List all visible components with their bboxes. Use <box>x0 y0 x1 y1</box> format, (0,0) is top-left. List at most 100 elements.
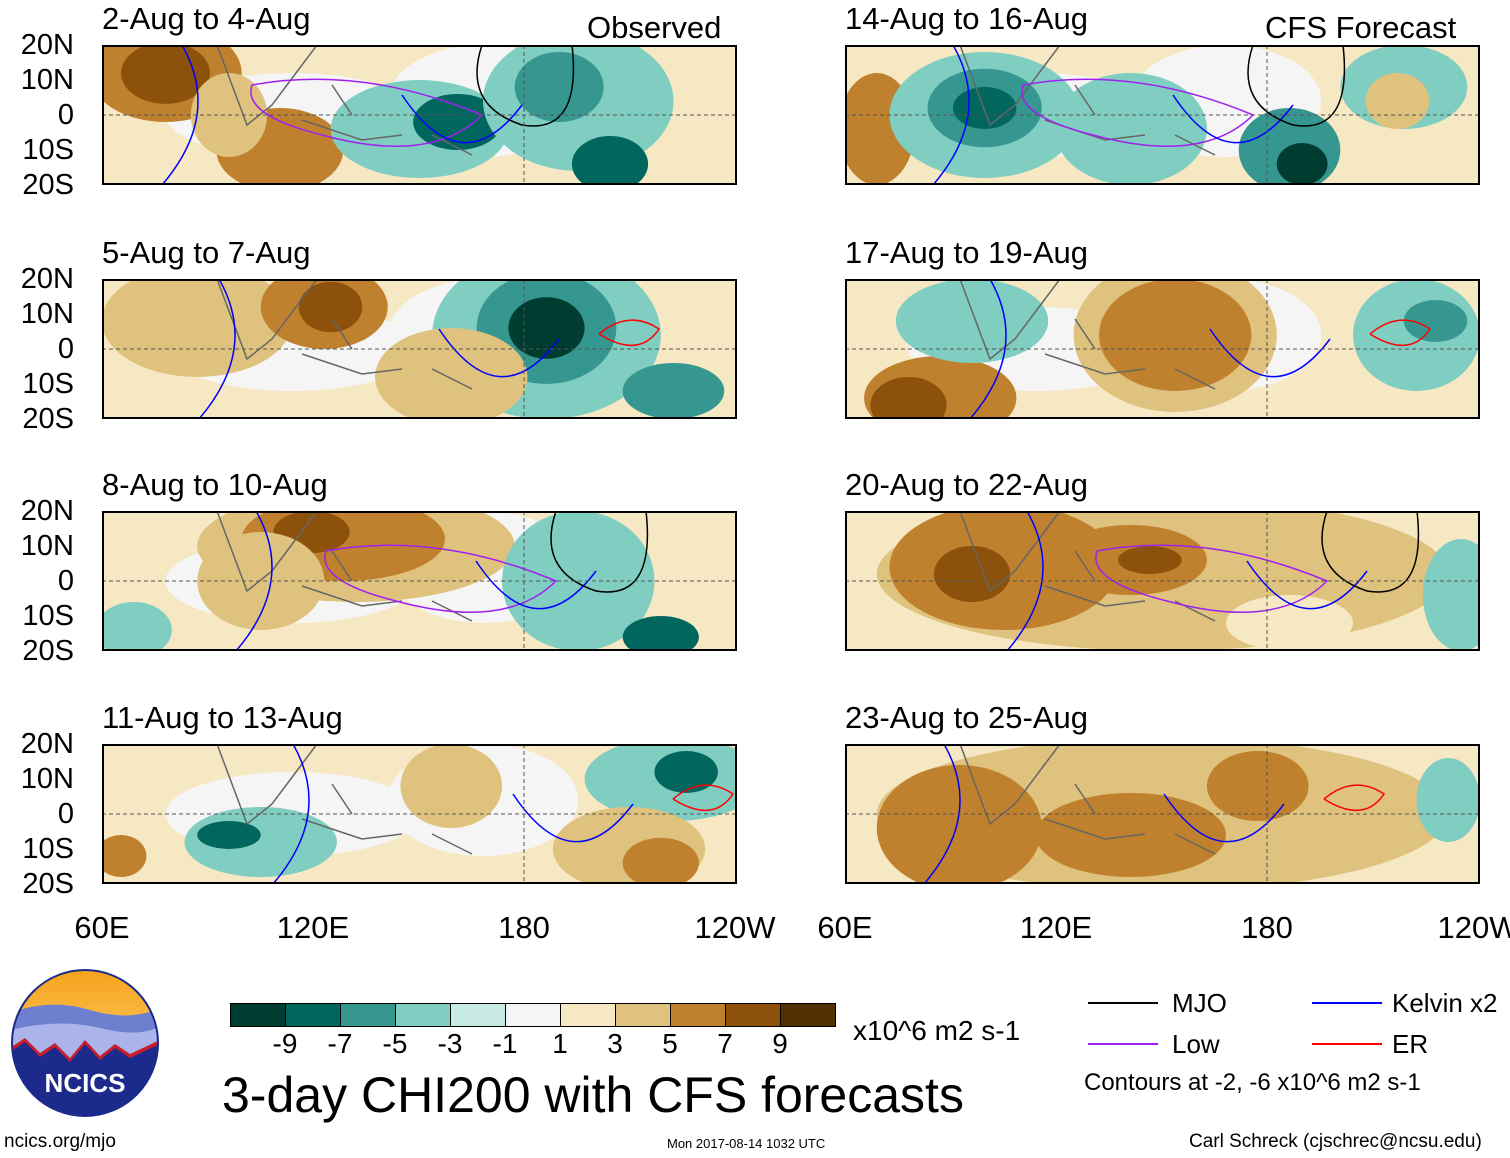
longitude-label: 120W <box>1437 910 1510 945</box>
panel-title: 20-Aug to 22-Aug <box>845 467 1089 502</box>
colorbar-swatch <box>781 1004 835 1026</box>
chi200-anomaly-region <box>197 821 261 849</box>
footer-author: Carl Schreck (cjschrec@ncsu.edu) <box>1189 1131 1482 1152</box>
panel-frame <box>845 744 1480 884</box>
chi200-anomaly-region <box>933 546 1011 602</box>
wave-contour <box>1095 544 1329 613</box>
chi200-anomaly-region <box>622 837 699 884</box>
wave-contour <box>1021 78 1255 147</box>
footer-url[interactable]: ncics.org/mjo <box>4 1131 116 1152</box>
wave-contour <box>1323 784 1386 812</box>
latitude-label: 0 <box>57 99 74 131</box>
longitude-label: 180 <box>1241 910 1293 945</box>
chi200-anomaly-region <box>952 87 1017 129</box>
chi200-anomaly-region <box>1416 758 1480 842</box>
chi200-anomaly-region <box>375 328 528 419</box>
panel-title: 2-Aug to 4-Aug <box>102 1 311 36</box>
ncics-logo: NCICS <box>11 969 159 1117</box>
legend-mjo: MJO <box>1172 988 1227 1018</box>
latitude-label: 0 <box>57 565 74 597</box>
colorbar-units: x10^6 m2 s-1 <box>853 1015 1021 1046</box>
wave-contour <box>198 279 560 419</box>
latitude-label: 20N <box>20 495 74 527</box>
map-panel <box>845 744 1480 884</box>
wave-contour <box>250 78 484 147</box>
contour-note: Contours at -2, -6 x10^6 m2 s-1 <box>1084 1069 1421 1096</box>
latitude-label: 10N <box>20 298 74 330</box>
map-panel <box>102 744 737 884</box>
colorbar-tick-label: 9 <box>772 1028 788 1059</box>
chi200-anomaly-region <box>197 532 325 630</box>
colorbar-tick-label: -3 <box>437 1028 463 1059</box>
kelvin-line-swatch <box>1312 1002 1382 1004</box>
chi200-anomaly-region <box>298 281 363 333</box>
wave-contour <box>324 544 558 613</box>
panel-frame <box>845 45 1480 185</box>
panel-title: 5-Aug to 7-Aug <box>102 235 311 270</box>
map-panel <box>845 511 1480 651</box>
figure-title: 3-day CHI200 with CFS forecasts <box>222 1067 964 1123</box>
chi200-anomaly-region <box>1226 595 1353 651</box>
legend-er: ER <box>1392 1029 1429 1059</box>
chi200-anomaly-region <box>895 279 1049 363</box>
latitude-label: 20S <box>22 169 74 201</box>
mjo-line-swatch <box>1088 1002 1158 1004</box>
map-panel <box>102 511 737 651</box>
wave-contour <box>550 511 649 593</box>
colorbar-swatch <box>231 1004 286 1026</box>
longitude-label: 60E <box>74 910 130 945</box>
latitude-label: 10S <box>22 833 74 865</box>
latitude-label: 20N <box>20 29 74 61</box>
latitude-label: 20S <box>22 635 74 667</box>
chi200-anomaly-region <box>1099 279 1252 391</box>
latitude-label: 0 <box>57 333 74 365</box>
longitude-label: 180 <box>498 910 550 945</box>
panel-frame <box>845 279 1480 419</box>
longitude-label: 60E <box>817 910 873 945</box>
panel-frame <box>102 45 737 185</box>
chi200-anomaly-region <box>571 136 649 185</box>
chi200-anomaly-region <box>622 616 699 651</box>
panel-frame <box>102 279 737 419</box>
chi200-anomaly-region <box>1422 539 1480 651</box>
chi200-anomaly-region <box>622 363 725 419</box>
latitude-label: 10S <box>22 600 74 632</box>
colorbar-swatch <box>286 1004 341 1026</box>
longitude-label: 120W <box>694 910 776 945</box>
latitude-label: 10N <box>20 530 74 562</box>
chi200-anomaly-region <box>102 835 147 877</box>
latitude-label: 10S <box>22 134 74 166</box>
wave-contour <box>1321 511 1420 593</box>
chi200-anomaly-region <box>400 744 503 828</box>
footer-timestamp: Mon 2017-08-14 1032 UTC <box>667 1136 826 1151</box>
chi200-anomaly-region <box>876 765 1042 884</box>
colorbar-swatch <box>726 1004 781 1026</box>
wave-contour <box>1369 319 1432 347</box>
latitude-label: 20S <box>22 403 74 435</box>
observed-label: Observed <box>587 10 722 45</box>
chi200-anomaly-region <box>1365 73 1430 129</box>
chi200-anomaly-region <box>1276 143 1328 185</box>
low-line-swatch <box>1088 1043 1158 1045</box>
wave-contour <box>476 45 575 127</box>
legend-low: Low <box>1172 1029 1220 1059</box>
panel-title: 11-Aug to 13-Aug <box>102 700 343 735</box>
colorbar-swatch <box>451 1004 506 1026</box>
map-panel <box>845 45 1480 185</box>
panel-title: 17-Aug to 19-Aug <box>845 235 1089 270</box>
panel-frame <box>845 511 1480 651</box>
colorbar-tick-label: -1 <box>492 1028 518 1059</box>
colorbar-tick-label: 5 <box>662 1028 678 1059</box>
chi200-anomaly-region <box>508 297 585 359</box>
panel-title: 23-Aug to 25-Aug <box>845 700 1089 735</box>
latitude-label: 0 <box>57 798 74 830</box>
colorbar <box>230 1003 836 1027</box>
panel-frame <box>102 511 737 651</box>
wave-contour <box>672 784 735 812</box>
colorbar-swatch <box>561 1004 616 1026</box>
chi200-anomaly-region <box>514 52 604 122</box>
colorbar-tick-label: 3 <box>607 1028 623 1059</box>
chi200-anomaly-region <box>654 751 718 793</box>
colorbar-swatch <box>616 1004 671 1026</box>
